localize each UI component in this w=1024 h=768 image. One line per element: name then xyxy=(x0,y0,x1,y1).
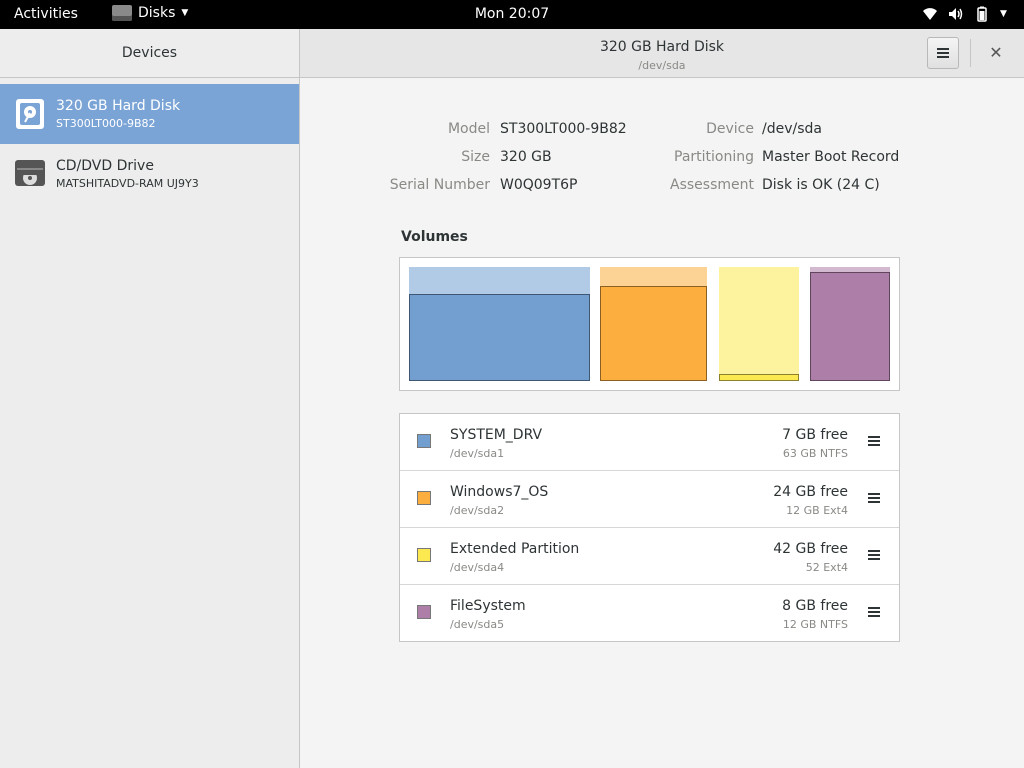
volume-block-filesystem[interactable] xyxy=(810,267,890,381)
volume-filesystem: 52 Ext4 xyxy=(805,561,848,574)
optical-drive-icon xyxy=(15,158,45,190)
volume-free-area xyxy=(719,267,799,374)
volume-block-system-drv[interactable] xyxy=(409,267,590,381)
volume-name: FileSystem xyxy=(450,598,526,614)
clock[interactable]: Mon 20:07 xyxy=(474,6,550,22)
volumes-heading: Volumes xyxy=(401,229,468,245)
assessment-label: Assessment xyxy=(670,177,754,193)
hamburger-icon[interactable] xyxy=(868,606,880,618)
assessment-value: Disk is OK (24 C) xyxy=(762,177,880,193)
volume-block-windows7-os[interactable] xyxy=(600,267,707,381)
volume-row[interactable]: Extended Partition /dev/sda4 42 GB free … xyxy=(400,528,899,585)
serial-number-value: W0Q09T6P xyxy=(500,177,578,193)
partitioning-label: Partitioning xyxy=(674,149,754,165)
volume-free-area xyxy=(409,267,590,294)
volume-device: /dev/sda2 xyxy=(450,504,505,517)
chevron-down-icon: ▼ xyxy=(181,8,189,18)
volume-used-area xyxy=(719,374,799,381)
page-title: 320 GB Hard Disk xyxy=(599,39,725,55)
hamburger-icon[interactable] xyxy=(868,435,880,447)
page-subtitle: /dev/sda xyxy=(638,59,686,72)
devices-sidebar: Devices 320 GB Hard Disk ST300LT000-9B82 xyxy=(0,29,300,768)
device-cd-dvd-drive[interactable]: CD/DVD Drive MATSHITADVD-RAM UJ9Y3 xyxy=(0,144,299,204)
volume-device: /dev/sda1 xyxy=(450,447,505,460)
volume-free-space: 42 GB free xyxy=(773,541,848,557)
device-name: CD/DVD Drive xyxy=(56,158,154,174)
hamburger-icon[interactable] xyxy=(868,549,880,561)
volumes-list: SYSTEM_DRV /dev/sda1 7 GB free 63 GB NTF… xyxy=(399,413,900,642)
chevron-down-icon: ▼ xyxy=(1000,9,1007,19)
disks-app-icon xyxy=(112,5,132,21)
activities-button[interactable]: Activities xyxy=(14,6,78,22)
volume-free-space: 24 GB free xyxy=(773,484,848,500)
volume-device: /dev/sda5 xyxy=(450,618,505,631)
device-model: MATSHITADVD-RAM UJ9Y3 xyxy=(56,177,199,190)
model-value: ST300LT000-9B82 xyxy=(500,121,627,137)
volume-used-area xyxy=(810,272,890,381)
app-menu[interactable]: Disks ▼ xyxy=(112,5,188,21)
hard-disk-icon xyxy=(15,98,45,130)
volume-filesystem: 12 GB NTFS xyxy=(782,618,848,631)
volume-icon xyxy=(948,6,964,22)
hamburger-icon[interactable] xyxy=(868,492,880,504)
device-hard-disk[interactable]: 320 GB Hard Disk ST300LT000-9B82 xyxy=(0,84,299,144)
volume-free-space: 8 GB free xyxy=(782,598,848,614)
drive-menu-button[interactable] xyxy=(927,37,959,69)
size-label: Size xyxy=(461,149,490,165)
volume-block-extended-partition[interactable] xyxy=(719,267,799,381)
close-button[interactable]: ✕ xyxy=(984,42,1008,64)
volume-free-space: 7 GB free xyxy=(782,427,848,443)
top-bar: Activities Disks ▼ Mon 20:07 ▼ xyxy=(0,0,1024,29)
volume-filesystem: 63 GB NTFS xyxy=(782,447,848,460)
volume-free-area xyxy=(810,267,890,272)
volume-color-swatch xyxy=(417,605,431,619)
model-label: Model xyxy=(447,121,490,137)
device-model: ST300LT000-9B82 xyxy=(56,117,156,130)
wifi-icon xyxy=(922,6,938,22)
hamburger-icon xyxy=(937,47,949,59)
volumes-map xyxy=(399,257,900,391)
volume-used-area xyxy=(600,286,707,381)
volume-filesystem: 12 GB Ext4 xyxy=(786,504,848,517)
system-tray[interactable]: ▼ xyxy=(922,6,1010,22)
serial-number-label: Serial Number xyxy=(389,177,490,193)
volume-name: Windows7_OS xyxy=(450,484,549,500)
size-value: 320 GB xyxy=(500,149,552,165)
volume-color-swatch xyxy=(417,434,431,448)
volume-row[interactable]: FileSystem /dev/sda5 8 GB free 12 GB NTF… xyxy=(400,585,899,641)
partitioning-value: Master Boot Record xyxy=(762,149,900,165)
volume-used-area xyxy=(409,294,590,381)
close-icon: ✕ xyxy=(989,43,1003,62)
volume-name: SYSTEM_DRV xyxy=(450,427,543,443)
device-label: Device xyxy=(706,121,754,137)
volume-row[interactable]: SYSTEM_DRV /dev/sda1 7 GB free 63 GB NTF… xyxy=(400,414,899,471)
sidebar-header: Devices xyxy=(0,29,299,78)
header-bar: 320 GB Hard Disk /dev/sda ✕ xyxy=(300,29,1024,78)
battery-icon xyxy=(974,6,990,22)
drive-details: Model ST300LT000-9B82 Size 320 GB Serial… xyxy=(300,78,1024,768)
volume-row[interactable]: Windows7_OS /dev/sda2 24 GB free 12 GB E… xyxy=(400,471,899,528)
volume-device: /dev/sda4 xyxy=(450,561,505,574)
volume-color-swatch xyxy=(417,548,431,562)
volume-free-area xyxy=(600,267,707,286)
device-value: /dev/sda xyxy=(762,121,822,137)
device-name: 320 GB Hard Disk xyxy=(56,98,181,114)
volume-color-swatch xyxy=(417,491,431,505)
header-separator xyxy=(970,39,971,67)
app-menu-label: Disks xyxy=(138,5,176,21)
volume-name: Extended Partition xyxy=(450,541,580,557)
